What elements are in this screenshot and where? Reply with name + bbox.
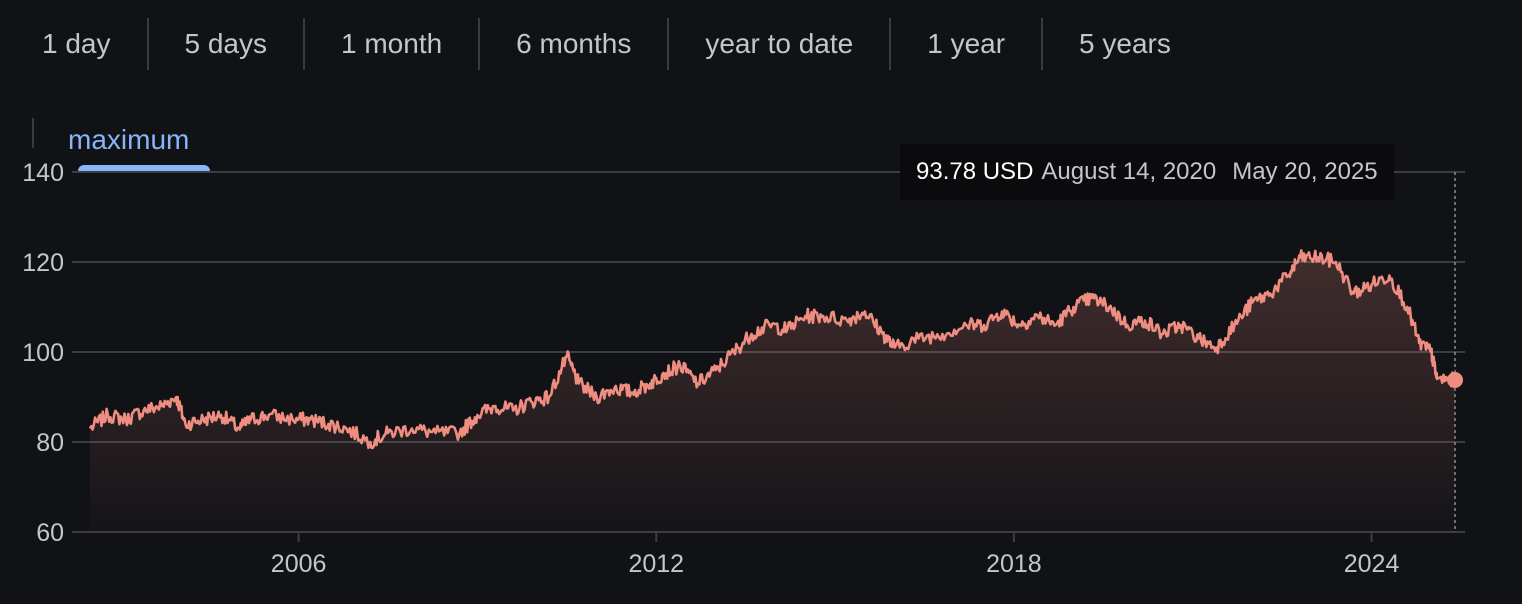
price-line [88,249,1457,450]
tab-maximum-label: maximum [68,124,190,155]
x-tick-label: 2024 [1344,550,1400,578]
tab-1-month[interactable]: 1 month [305,18,481,70]
y-tick-label: 60 [36,519,64,547]
tab-5-days[interactable]: 5 days [149,18,305,70]
tooltip-date-start: August 14, 2020 [1041,158,1217,185]
tab-maximum[interactable]: maximum [30,118,220,174]
x-tick-label: 2006 [271,550,327,578]
tab-6-months[interactable]: 6 months [480,18,670,70]
tooltip-date-end: May 20, 2025 [1232,158,1378,185]
current-price-dot [1447,371,1463,388]
tab-1-year[interactable]: 1 year [891,18,1044,70]
tab-5-years[interactable]: 5 years [1079,28,1171,59]
tab-1-day[interactable]: 1 day [0,18,149,70]
range-tabs: 1 day 5 days 1 month 6 months year to da… [0,18,1207,70]
tooltip-price: 93.78 USD [916,158,1034,185]
price-area [90,250,1455,532]
price-tooltip: 93.78 USD August 14, 2020 May 20, 2025 [900,144,1394,200]
x-tick-label: 2012 [628,550,684,578]
y-tick-label: 100 [22,339,64,367]
y-tick-label: 140 [22,159,64,187]
tab-divider [32,118,34,148]
active-tab-indicator [78,165,210,171]
y-tick-label: 80 [36,429,64,457]
y-tick-label: 120 [22,249,64,277]
tab-year-to-date[interactable]: year to date [669,18,892,70]
x-tick-label: 2018 [986,550,1042,578]
